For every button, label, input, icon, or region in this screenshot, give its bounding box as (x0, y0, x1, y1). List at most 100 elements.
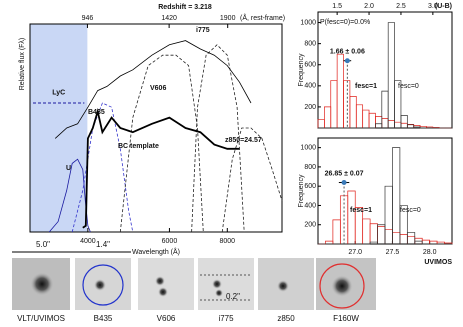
histogram-bin (324, 106, 332, 128)
x-tick-label: 3.0 (428, 3, 438, 10)
aperture (82, 264, 124, 306)
histogram-bin (400, 114, 408, 128)
y-tick-label: 800 (304, 40, 316, 47)
annotation: z850=24.57 (225, 137, 262, 144)
lyc-label: LyC (52, 89, 65, 96)
legend-label: fesc=0 (400, 207, 421, 214)
series-line (191, 44, 245, 233)
histogram-bin (413, 126, 421, 128)
source (277, 280, 289, 292)
x-axis-label: (U-B) (435, 3, 452, 10)
histogram-bin (394, 121, 402, 128)
x-tick-label: 27.5 (386, 249, 400, 256)
histogram-bin (381, 118, 389, 128)
histogram-bin (343, 80, 351, 128)
histogram-bin (387, 22, 395, 128)
x-tick-label: 4000 (80, 238, 96, 245)
estimate-label: 1.66 ± 0.06 (330, 49, 365, 56)
separation-label: 0.2" (226, 292, 240, 301)
cutout-image (138, 258, 194, 310)
legend-label: fesc=1 (355, 83, 377, 90)
histogram-bin (347, 190, 356, 244)
y-axis-label: Relative flux (Fλ) (19, 38, 26, 91)
series-line (221, 127, 283, 233)
series-label: i775 (196, 27, 210, 34)
histogram-bin (332, 219, 341, 244)
y-tick-label: 800 (304, 164, 316, 171)
series-label: BC template (118, 143, 159, 150)
histogram-bin (421, 239, 431, 244)
band-label: z850 (277, 314, 295, 323)
histogram-bin (362, 109, 370, 128)
histogram-bin (377, 224, 386, 244)
x-axis-label: Wavelength (Å) (132, 247, 180, 256)
histogram-bin (392, 232, 401, 244)
x2-tick-label: 946 (82, 15, 94, 22)
histogram-bin (330, 80, 338, 128)
chart-title: P(fesc=0)=0.0% (320, 19, 370, 26)
histogram-bin (362, 218, 371, 244)
y-axis-label: Frequency (298, 174, 305, 208)
histogram-bin (400, 122, 408, 128)
y-tick-label: 400 (304, 83, 316, 90)
histogram-bin (394, 80, 402, 128)
histogram-bin (406, 232, 416, 244)
histogram-bin (317, 119, 325, 128)
histogram-bin (369, 223, 378, 244)
x2-tick-label: 1420 (161, 15, 177, 22)
source (331, 275, 353, 297)
source (30, 272, 54, 296)
histogram-bin (377, 226, 386, 244)
y-tick-label: 600 (304, 183, 316, 190)
band-label: i775 (218, 314, 234, 323)
histogram-bin (355, 104, 364, 128)
y-tick-label: 200 (304, 222, 316, 229)
scale-label: 5.0" (36, 240, 50, 249)
x-tick-label: 27.0 (348, 249, 362, 256)
series-label: B435 (88, 109, 105, 116)
histogram-bin (392, 147, 401, 244)
histogram-bin (349, 96, 357, 128)
histogram-bin (381, 90, 389, 128)
histogram-bin (387, 120, 395, 128)
plot-frame (29, 23, 283, 233)
histogram-bin (384, 229, 393, 244)
series-label: V606 (150, 85, 166, 92)
source (94, 279, 106, 291)
source (215, 289, 223, 297)
histogram-bin (444, 242, 453, 244)
histogram-bin (384, 185, 393, 244)
series-line (82, 107, 240, 229)
band-label: V606 (157, 314, 176, 323)
lyc-region (30, 24, 88, 232)
x-axis-label: UVIMOS (424, 259, 452, 266)
y-tick-label: 600 (304, 62, 316, 69)
histogram-bin (375, 116, 383, 128)
histogram-bin (406, 124, 415, 128)
x-tick-label: 8000 (220, 238, 236, 245)
source (158, 287, 168, 297)
y-tick-label: 200 (304, 104, 316, 111)
series-line (54, 40, 252, 139)
x-tick-label: 2.5 (396, 3, 406, 10)
histogram-bin (375, 123, 383, 128)
histogram-bin (406, 235, 416, 244)
cutouts: 0.2" 5.0" 1.4" VLT/UVIMOS B435 V606 i775… (12, 240, 376, 323)
histogram-bin (368, 112, 376, 128)
scale-label: 1.4" (96, 240, 110, 249)
estimate-point (344, 58, 350, 64)
y-axis-label: Frequency (298, 53, 305, 87)
estimate-point (341, 180, 347, 186)
plot-frame (317, 11, 453, 129)
legend-label: fesc=1 (350, 207, 372, 214)
x-tick-label: 28.0 (423, 249, 437, 256)
histogram-bin (414, 240, 423, 244)
chart-title: Redshift = 3.218 (158, 4, 212, 11)
x-tick-label: 6000 (162, 238, 178, 245)
y-tick-label: 1000 (300, 19, 316, 26)
x2-axis-label: (Å, rest-frame) (240, 13, 285, 22)
band-label: F160W (333, 314, 359, 323)
x2-tick-label: 1900 (220, 15, 236, 22)
histogram-bin (336, 53, 344, 128)
